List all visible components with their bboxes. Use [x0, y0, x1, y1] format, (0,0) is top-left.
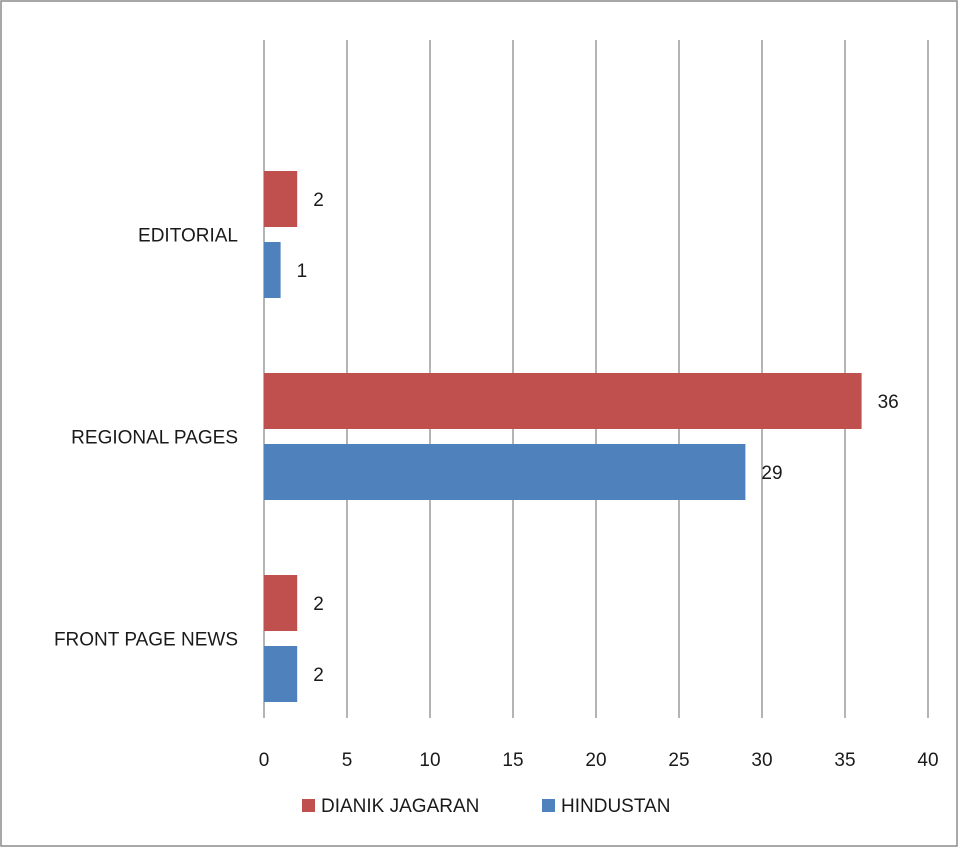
- category-label: FRONT PAGE NEWS: [54, 630, 238, 651]
- data-label: 2: [313, 594, 324, 615]
- x-tick-label: 10: [419, 750, 440, 771]
- bar: [264, 444, 746, 500]
- bars: [264, 171, 862, 702]
- data-label: 1: [297, 261, 308, 282]
- x-tick-label: 15: [502, 750, 523, 771]
- legend-label: DIANIK JAGARAN: [321, 796, 479, 817]
- data-label: 2: [313, 665, 324, 686]
- legend-label: HINDUSTAN: [561, 796, 670, 817]
- bar: [264, 646, 298, 702]
- tick-labels: 0 5 10 15 20 25 30 35 40: [259, 750, 939, 771]
- legend-swatch: [542, 799, 555, 812]
- x-tick-label: 35: [834, 750, 855, 771]
- legend-swatch: [302, 799, 315, 812]
- bar: [264, 575, 298, 631]
- data-labels: 2 2 36 29 2 1: [297, 190, 899, 686]
- data-label: 29: [761, 463, 782, 484]
- bar: [264, 171, 298, 227]
- bar: [264, 242, 281, 298]
- legend: DIANIK JAGARAN HINDUSTAN: [302, 796, 670, 817]
- data-label: 36: [878, 392, 899, 413]
- category-label: EDITORIAL: [138, 226, 238, 247]
- x-tick-label: 20: [585, 750, 606, 771]
- data-label: 2: [313, 190, 324, 211]
- bar: [264, 373, 862, 429]
- x-tick-label: 5: [342, 750, 353, 771]
- x-tick-label: 30: [751, 750, 772, 771]
- x-tick-label: 40: [917, 750, 938, 771]
- x-tick-label: 25: [668, 750, 689, 771]
- x-tick-label: 0: [259, 750, 270, 771]
- category-labels: FRONT PAGE NEWS REGIONAL PAGES EDITORIAL: [54, 226, 238, 651]
- category-label: REGIONAL PAGES: [71, 428, 238, 449]
